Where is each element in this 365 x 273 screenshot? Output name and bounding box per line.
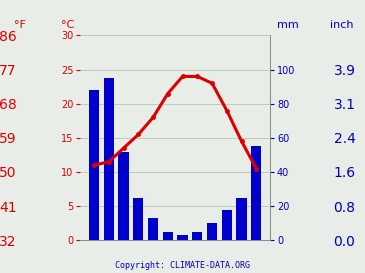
Bar (163, 232, 173, 240)
Bar (251, 146, 261, 240)
Bar (192, 232, 203, 240)
Bar (89, 90, 99, 240)
Text: °F: °F (14, 20, 26, 29)
Text: mm: mm (277, 20, 299, 29)
Bar (133, 198, 143, 240)
Text: Copyright: CLIMATE-DATA.ORG: Copyright: CLIMATE-DATA.ORG (115, 261, 250, 270)
Bar (207, 223, 217, 240)
Bar (148, 218, 158, 240)
Bar (237, 198, 247, 240)
Bar (222, 210, 232, 240)
Text: °C: °C (61, 20, 74, 29)
Text: inch: inch (330, 20, 353, 29)
Bar (104, 78, 114, 240)
Bar (177, 235, 188, 240)
Bar (118, 152, 129, 240)
